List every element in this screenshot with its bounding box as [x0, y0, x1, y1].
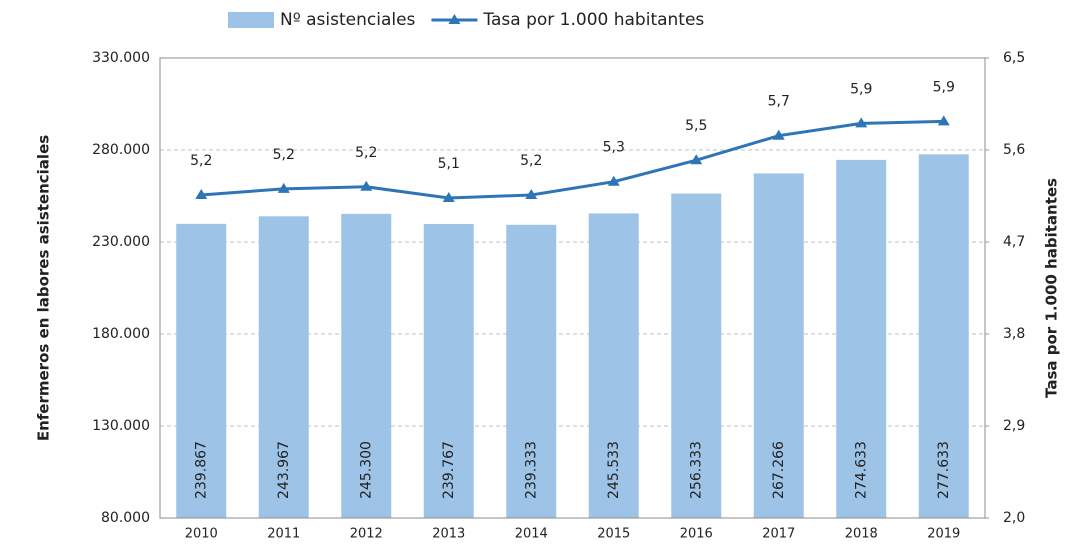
bar-value-label: 239.867 [193, 441, 209, 499]
bar-value-label: 274.633 [853, 441, 869, 499]
y2-tick-label: 2,9 [1003, 418, 1025, 434]
line-value-label: 5,7 [768, 94, 790, 110]
line-value-label: 5,1 [438, 156, 460, 172]
x-tick-label: 2015 [597, 527, 630, 542]
bar [836, 159, 887, 518]
y-tick-label: 330.000 [92, 50, 150, 66]
line-value-label: 5,2 [520, 153, 542, 169]
bar-value-label: 245.300 [358, 441, 374, 499]
legend-marker [448, 14, 461, 24]
y2-tick-label: 6,5 [1003, 50, 1025, 66]
x-tick-label: 2013 [432, 527, 465, 542]
x-tick-label: 2010 [185, 527, 218, 542]
y2-tick-label: 3,8 [1003, 326, 1025, 342]
y2-axis-title: Tasa por 1.000 habitantes [1043, 178, 1061, 398]
y2-tick-label: 2,0 [1003, 510, 1025, 526]
bar [176, 223, 227, 518]
bar [753, 173, 804, 519]
bar-value-label: 239.333 [523, 441, 539, 499]
y-axis-title: Enfermeros en labores asistenciales [35, 135, 53, 441]
x-tick-label: 2011 [267, 527, 300, 542]
line-marker [607, 175, 620, 186]
line-marker [195, 188, 208, 199]
bar [341, 213, 392, 518]
x-tick-label: 2019 [927, 527, 960, 542]
y-tick-label: 180.000 [92, 326, 150, 342]
y2-tick-label: 5,6 [1003, 142, 1025, 158]
bar-value-label: 243.967 [276, 441, 292, 499]
line-value-label: 5,5 [685, 118, 707, 134]
line-value-label: 5,2 [355, 145, 377, 161]
x-tick-label: 2012 [350, 527, 383, 542]
bar [671, 193, 722, 518]
y-tick-label: 130.000 [92, 418, 150, 434]
legend-swatch [228, 12, 274, 28]
line-value-label: 5,2 [190, 153, 212, 169]
y2-tick-label: 4,7 [1003, 234, 1025, 250]
bar [588, 213, 639, 518]
x-tick-label: 2017 [762, 527, 795, 542]
line-marker [772, 129, 785, 140]
x-tick-label: 2018 [845, 527, 878, 542]
line [201, 119, 944, 200]
line-marker [442, 192, 455, 203]
legend-label: Tasa por 1.000 habitantes [482, 10, 704, 30]
line-value-label: 5,9 [850, 81, 872, 97]
legend-label: Nº asistenciales [280, 10, 416, 30]
bar-value-label: 256.333 [688, 441, 704, 499]
x-tick-label: 2014 [515, 527, 548, 542]
y-tick-label: 80.000 [101, 510, 150, 526]
y-tick-label: 280.000 [92, 142, 150, 158]
bar-value-label: 267.266 [771, 441, 787, 499]
y-tick-label: 230.000 [92, 234, 150, 250]
line-value-label: 5,3 [603, 140, 625, 156]
line-marker [690, 154, 703, 165]
bar-value-label: 245.533 [606, 441, 622, 499]
line-value-label: 5,2 [273, 147, 295, 163]
bar [423, 224, 474, 518]
line-marker [855, 117, 868, 128]
bar [918, 154, 969, 518]
line-marker [277, 182, 290, 193]
x-tick-label: 2016 [680, 527, 713, 542]
bar [258, 216, 309, 518]
line-marker [937, 115, 950, 126]
bar-value-label: 277.633 [936, 441, 952, 499]
plot-border [159, 57, 986, 519]
bar-value-label: 239.767 [441, 441, 457, 499]
line-marker [360, 180, 373, 191]
line-marker [525, 188, 538, 199]
line-value-label: 5,9 [933, 79, 955, 95]
bar [506, 224, 557, 519]
